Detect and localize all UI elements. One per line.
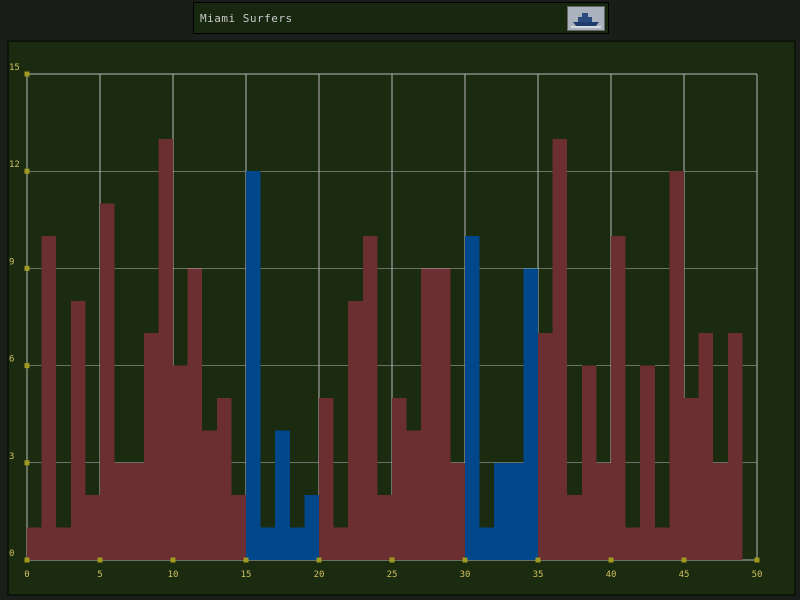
bar xyxy=(538,333,553,560)
x-tick-label: 35 xyxy=(533,570,544,580)
bar xyxy=(465,236,480,560)
bar xyxy=(494,462,509,560)
bar xyxy=(246,171,261,560)
bar xyxy=(260,527,276,560)
tick-layer: 0 5 10 15 20 25 30 35 40 45 50 0 3 6 9 12 15 xyxy=(9,63,762,580)
bar xyxy=(567,495,582,560)
x-tick-marker xyxy=(170,557,176,563)
bar xyxy=(640,365,655,560)
y-tick-marker xyxy=(24,363,30,369)
bar xyxy=(713,462,728,560)
ship-logo-icon xyxy=(567,6,605,31)
bar xyxy=(479,527,495,560)
bar xyxy=(85,495,100,560)
bar xyxy=(202,430,217,560)
bar xyxy=(129,462,144,560)
bar xyxy=(275,430,290,560)
bar xyxy=(581,365,597,560)
bar xyxy=(100,203,115,560)
title-bar: Miami Surfers xyxy=(193,2,609,34)
y-tick-marker xyxy=(24,265,30,271)
bar xyxy=(231,495,246,560)
y-tick-marker xyxy=(24,557,30,563)
bar xyxy=(187,268,203,560)
x-tick-marker xyxy=(754,557,760,563)
x-tick-marker xyxy=(462,557,468,563)
y-tick-label: 0 xyxy=(9,549,14,559)
y-tick-label: 9 xyxy=(9,257,14,267)
y-tick-marker xyxy=(24,168,30,174)
x-tick-label: 0 xyxy=(24,570,29,580)
bar xyxy=(143,333,159,560)
bar xyxy=(698,333,714,560)
y-tick-label: 3 xyxy=(9,452,14,462)
bar xyxy=(27,527,42,560)
bar xyxy=(348,300,363,560)
bar xyxy=(304,495,319,560)
x-tick-label: 10 xyxy=(168,570,179,580)
bar xyxy=(406,430,422,560)
x-tick-label: 20 xyxy=(314,570,325,580)
bar xyxy=(289,527,305,560)
bar xyxy=(625,527,641,560)
bar xyxy=(421,268,436,560)
x-tick-marker xyxy=(681,557,687,563)
bar xyxy=(114,462,130,560)
bar xyxy=(333,527,349,560)
bar xyxy=(56,527,71,560)
x-tick-label: 15 xyxy=(241,570,252,580)
bar xyxy=(727,333,743,560)
bar xyxy=(508,462,524,560)
x-tick-label: 45 xyxy=(679,570,690,580)
chart-title: Miami Surfers xyxy=(200,12,293,25)
x-tick-marker xyxy=(243,557,249,563)
x-tick-marker xyxy=(535,557,541,563)
x-tick-label: 40 xyxy=(606,570,617,580)
bar xyxy=(319,398,334,560)
y-tick-marker xyxy=(24,460,30,466)
bar xyxy=(552,138,568,561)
bar xyxy=(41,236,57,560)
y-tick-label: 12 xyxy=(9,160,20,170)
bar xyxy=(362,236,378,560)
bar xyxy=(654,527,670,560)
x-tick-marker xyxy=(97,557,103,563)
bar xyxy=(158,138,173,561)
bar xyxy=(523,268,538,560)
bar xyxy=(435,268,451,560)
bar xyxy=(173,365,188,560)
bar xyxy=(216,398,232,560)
bar xyxy=(669,171,684,560)
bar xyxy=(450,462,465,560)
y-tick-label: 6 xyxy=(9,355,14,365)
x-tick-label: 25 xyxy=(387,570,398,580)
bar-layer xyxy=(27,138,743,561)
x-tick-marker xyxy=(608,557,614,563)
x-tick-marker xyxy=(389,557,395,563)
bar xyxy=(392,398,407,560)
x-tick-label: 5 xyxy=(97,570,102,580)
bar xyxy=(70,300,86,560)
y-tick-label: 15 xyxy=(9,63,20,73)
x-tick-label: 30 xyxy=(460,570,471,580)
x-tick-marker xyxy=(316,557,322,563)
y-tick-marker xyxy=(24,71,30,77)
bar xyxy=(684,398,699,560)
bar xyxy=(611,236,626,560)
bar xyxy=(596,462,611,560)
x-tick-label: 50 xyxy=(752,570,763,580)
bar xyxy=(377,495,392,560)
